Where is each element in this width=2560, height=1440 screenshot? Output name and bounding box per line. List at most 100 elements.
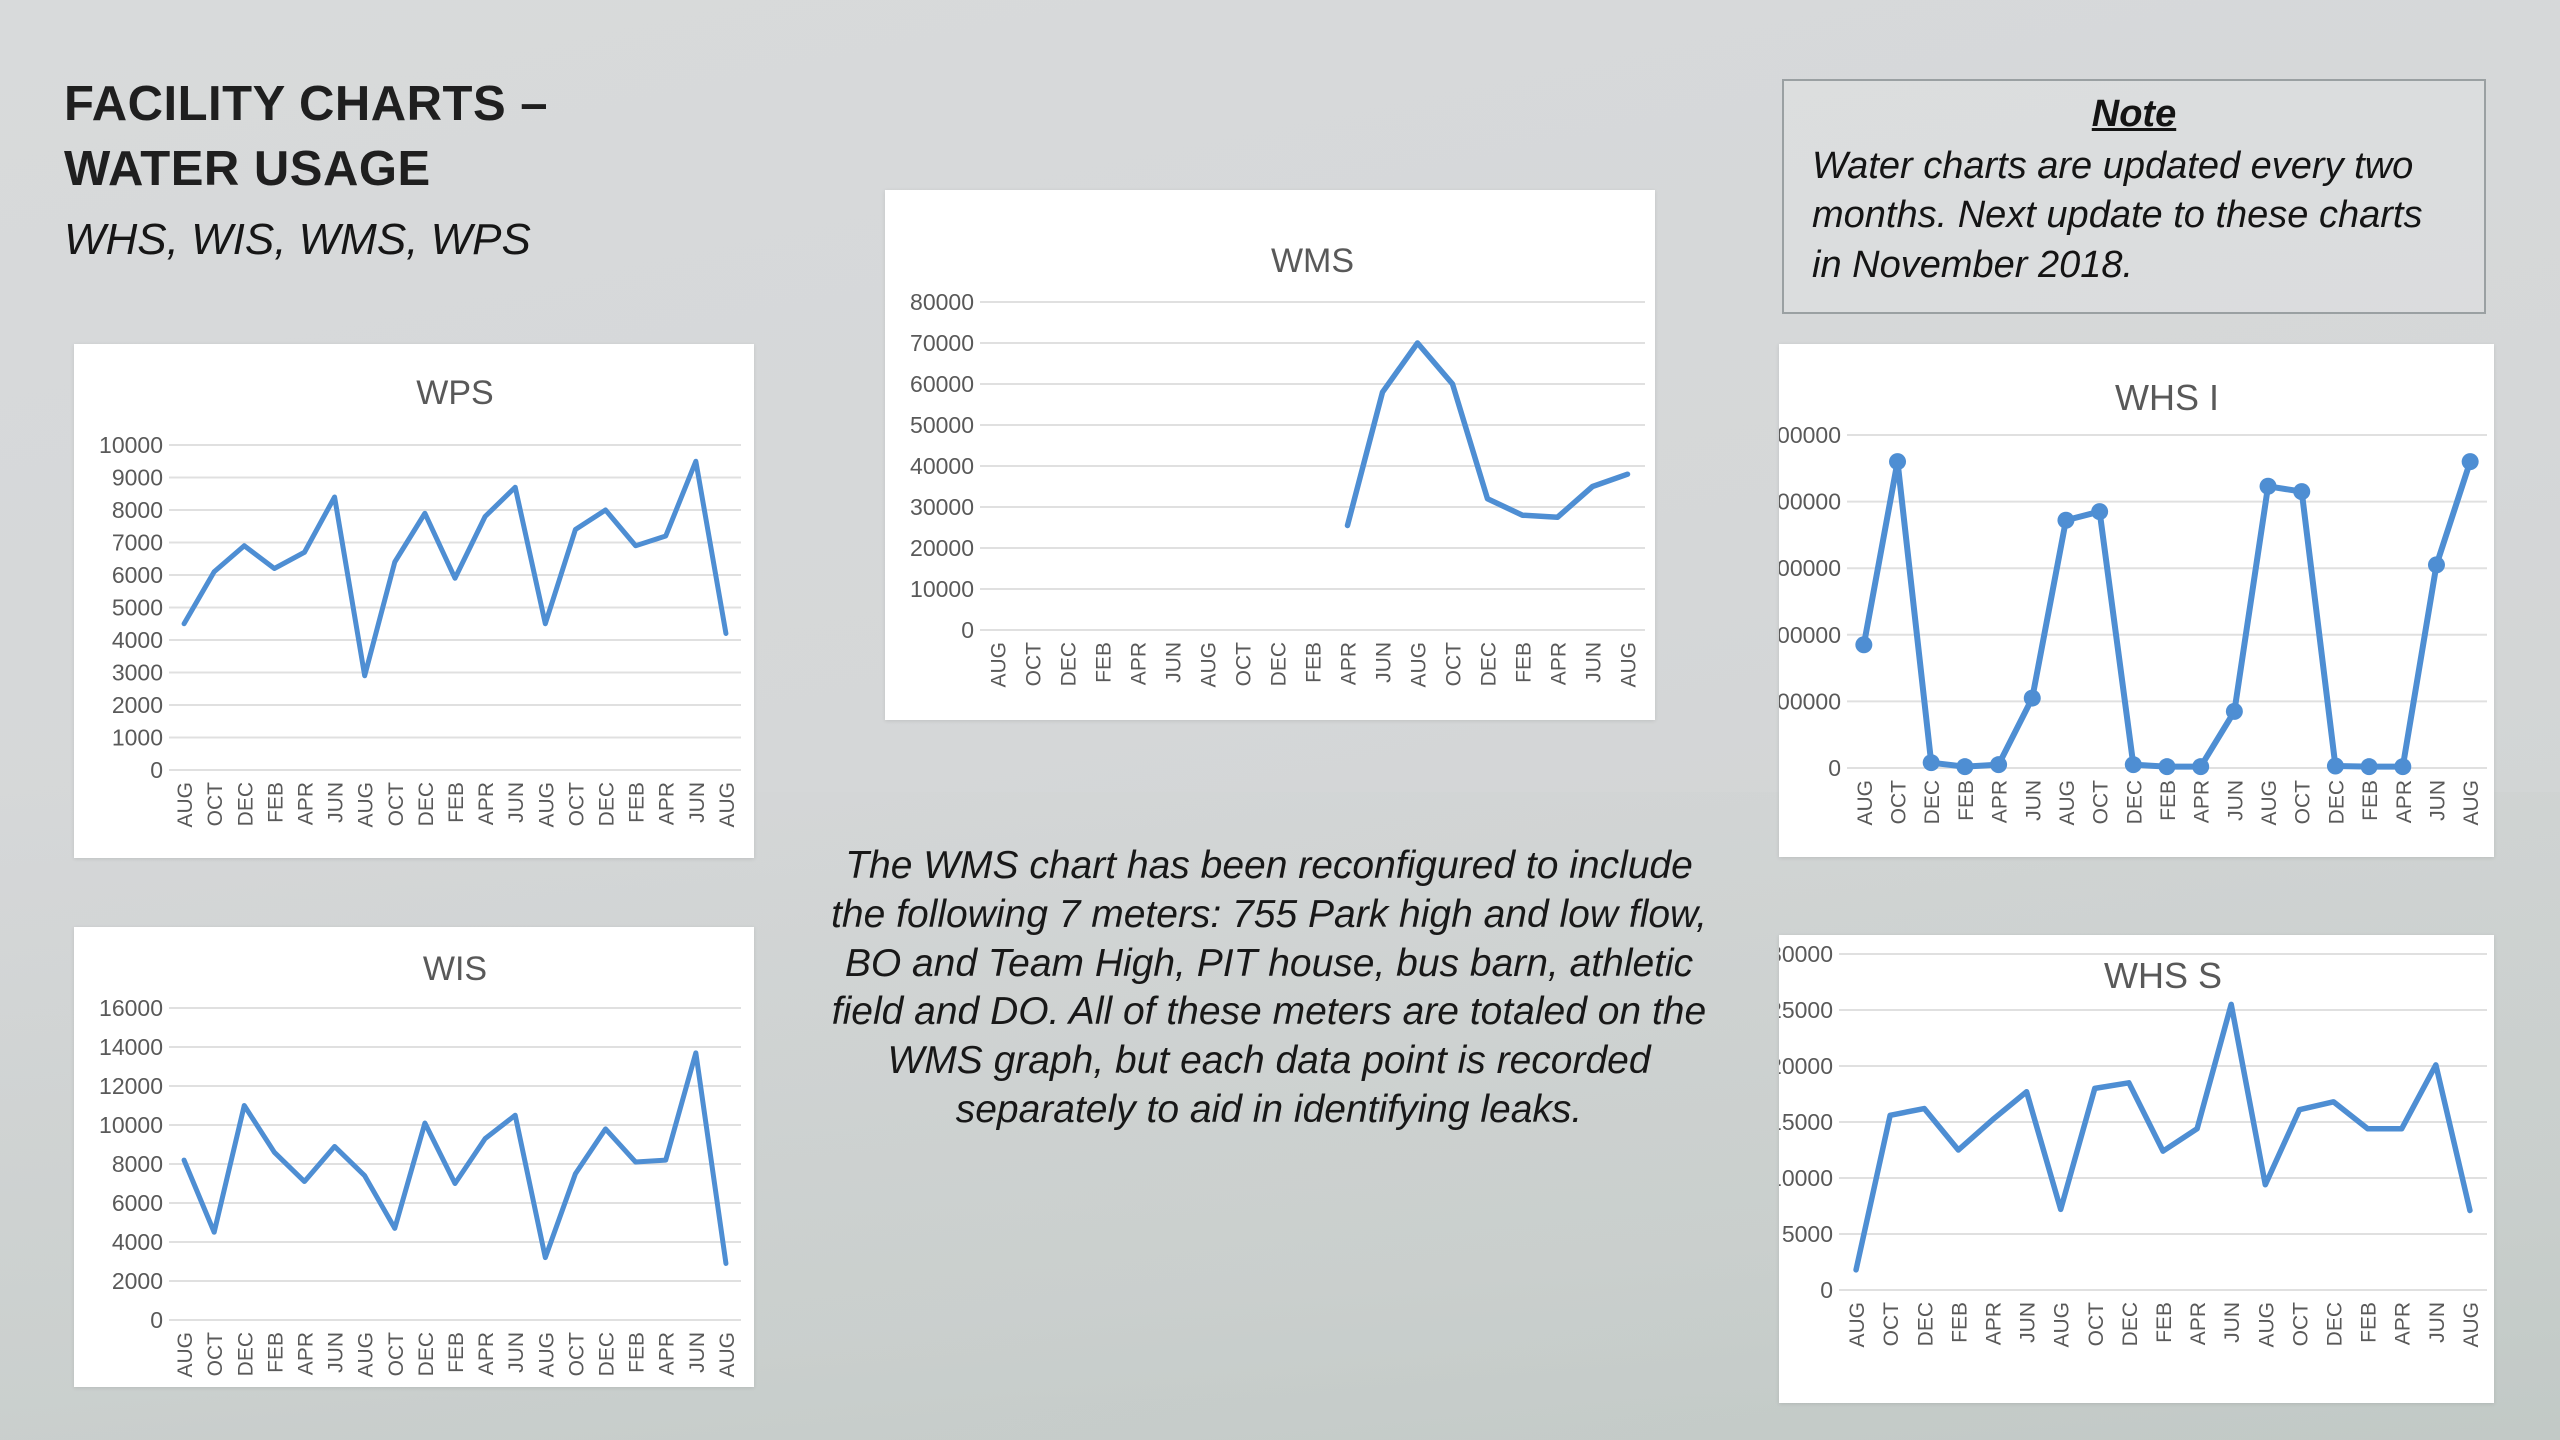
svg-text:FEB: FEB [1303,642,1326,683]
svg-text:2000: 2000 [112,1268,163,1294]
svg-text:DEC: DEC [234,1332,257,1376]
svg-text:FEB: FEB [445,782,468,823]
svg-text:25000: 25000 [1779,997,1833,1023]
wis-line-chart: 0 2000 4000 6000 8000 10000 12000 14000 16000 AUG… [99,950,741,1378]
svg-text:WIS: WIS [423,950,487,988]
svg-text:5000: 5000 [1782,1221,1833,1247]
svg-text:OCT: OCT [1233,642,1256,687]
svg-text:FEB: FEB [626,1332,649,1373]
svg-text:DEC: DEC [1058,642,1081,686]
whs-s-line-chart: 0 5000 10000 15000 20000 25000 30000 AUG OCT DEC F… [1779,941,2487,1348]
svg-text:AUG: AUG [535,782,558,828]
svg-text:JUN: JUN [505,782,528,823]
svg-text:AUG: AUG [2258,780,2281,826]
svg-text:JUN: JUN [1163,642,1186,683]
note-box: Note Water charts are updated every two … [1782,79,2486,314]
note-body: Water charts are updated every two month… [1812,145,2423,286]
svg-text:DEC: DEC [1914,1302,1937,1346]
svg-text:OCT: OCT [204,1332,227,1377]
svg-text:FEB: FEB [2358,1302,2381,1343]
svg-text:15000: 15000 [1779,1109,1833,1135]
svg-text:OCT: OCT [2085,1302,2108,1347]
svg-text:JUN: JUN [325,782,348,823]
svg-text:0: 0 [150,757,163,783]
svg-text:OCT: OCT [1023,642,1046,687]
chart-wps: 0 1000 2000 3000 4000 5000 6000 7000 8000 9000 100… [74,344,754,858]
svg-text:AUG: AUG [1618,642,1641,688]
svg-text:APR: APR [2392,1302,2415,1345]
svg-text:DEC: DEC [1921,780,1944,824]
svg-text:OCT: OCT [204,782,227,827]
svg-text:5000: 5000 [112,595,163,621]
svg-text:APR: APR [294,1332,317,1375]
svg-text:60000: 60000 [910,371,974,397]
svg-text:APR: APR [2187,1302,2210,1345]
chart-wms: 0 10000 20000 30000 40000 50000 60000 70000 8000… [885,190,1655,720]
svg-text:AUG: AUG [1408,642,1431,688]
svg-text:FEB: FEB [2359,780,2382,821]
svg-text:200000: 200000 [1779,622,1841,648]
svg-text:80000: 80000 [910,289,974,315]
svg-text:WPS: WPS [416,374,493,412]
svg-text:OCT: OCT [385,1332,408,1377]
svg-text:FEB: FEB [2157,780,2180,821]
svg-text:DEC: DEC [2123,780,2146,824]
svg-text:AUG: AUG [1846,1302,1869,1348]
svg-text:AUG: AUG [2056,780,2079,826]
page-subtitle: WHS, WIS, WMS, WPS [64,215,531,265]
svg-text:16000: 16000 [99,995,163,1021]
svg-text:DEC: DEC [234,782,257,826]
svg-text:FEB: FEB [1955,780,1978,821]
svg-text:AUG: AUG [535,1332,558,1378]
svg-text:FEB: FEB [2153,1302,2176,1343]
svg-text:DEC: DEC [596,782,619,826]
svg-text:100000: 100000 [1779,688,1841,714]
svg-text:JUN: JUN [686,782,709,823]
page-title-line2: WATER USAGE [64,141,431,196]
svg-text:WHS S: WHS S [2104,955,2222,996]
svg-text:OCT: OCT [1880,1302,1903,1347]
svg-text:OCT: OCT [1443,642,1466,687]
svg-text:10000: 10000 [910,576,974,602]
svg-text:3000: 3000 [112,660,163,686]
svg-text:FEB: FEB [264,782,287,823]
svg-text:JUN: JUN [2426,780,2449,821]
svg-text:300000: 300000 [1779,555,1841,581]
wps-line-chart: 0 1000 2000 3000 4000 5000 6000 7000 8000 9000 100… [99,374,741,828]
svg-text:JUN: JUN [325,1332,348,1373]
svg-text:1000: 1000 [112,725,163,751]
svg-text:OCT: OCT [2289,1302,2312,1347]
svg-text:JUN: JUN [2221,1302,2244,1343]
svg-text:APR: APR [2191,780,2214,823]
svg-text:APR: APR [1989,780,2012,823]
svg-text:10000: 10000 [99,1112,163,1138]
svg-text:4000: 4000 [112,1229,163,1255]
svg-text:DEC: DEC [415,782,438,826]
svg-text:APR: APR [1128,642,1151,685]
svg-text:JUN: JUN [2426,1302,2449,1343]
svg-text:10000: 10000 [99,432,163,458]
svg-text:JUN: JUN [505,1332,528,1373]
svg-text:AUG: AUG [174,1332,197,1378]
chart-wis: 0 2000 4000 6000 8000 10000 12000 14000 16000 AUG… [74,927,754,1387]
page-title-line1: FACILITY CHARTS – [64,77,549,131]
svg-text:40000: 40000 [910,453,974,479]
wms-annotation-text: The WMS chart has been reconfigured to i… [831,844,1707,1131]
svg-text:AUG: AUG [355,1332,378,1378]
svg-text:AUG: AUG [716,1332,739,1378]
svg-text:6000: 6000 [112,562,163,588]
svg-text:APR: APR [475,1332,498,1375]
svg-text:JUN: JUN [686,1332,709,1373]
svg-text:AUG: AUG [1854,780,1877,826]
svg-text:DEC: DEC [2324,1302,2347,1346]
svg-text:30000: 30000 [1779,941,1833,967]
svg-text:APR: APR [1548,642,1571,685]
svg-text:AUG: AUG [2051,1302,2074,1348]
svg-text:DEC: DEC [596,1332,619,1376]
svg-text:AUG: AUG [716,782,739,828]
svg-text:7000: 7000 [112,530,163,556]
svg-text:APR: APR [1982,1302,2005,1345]
